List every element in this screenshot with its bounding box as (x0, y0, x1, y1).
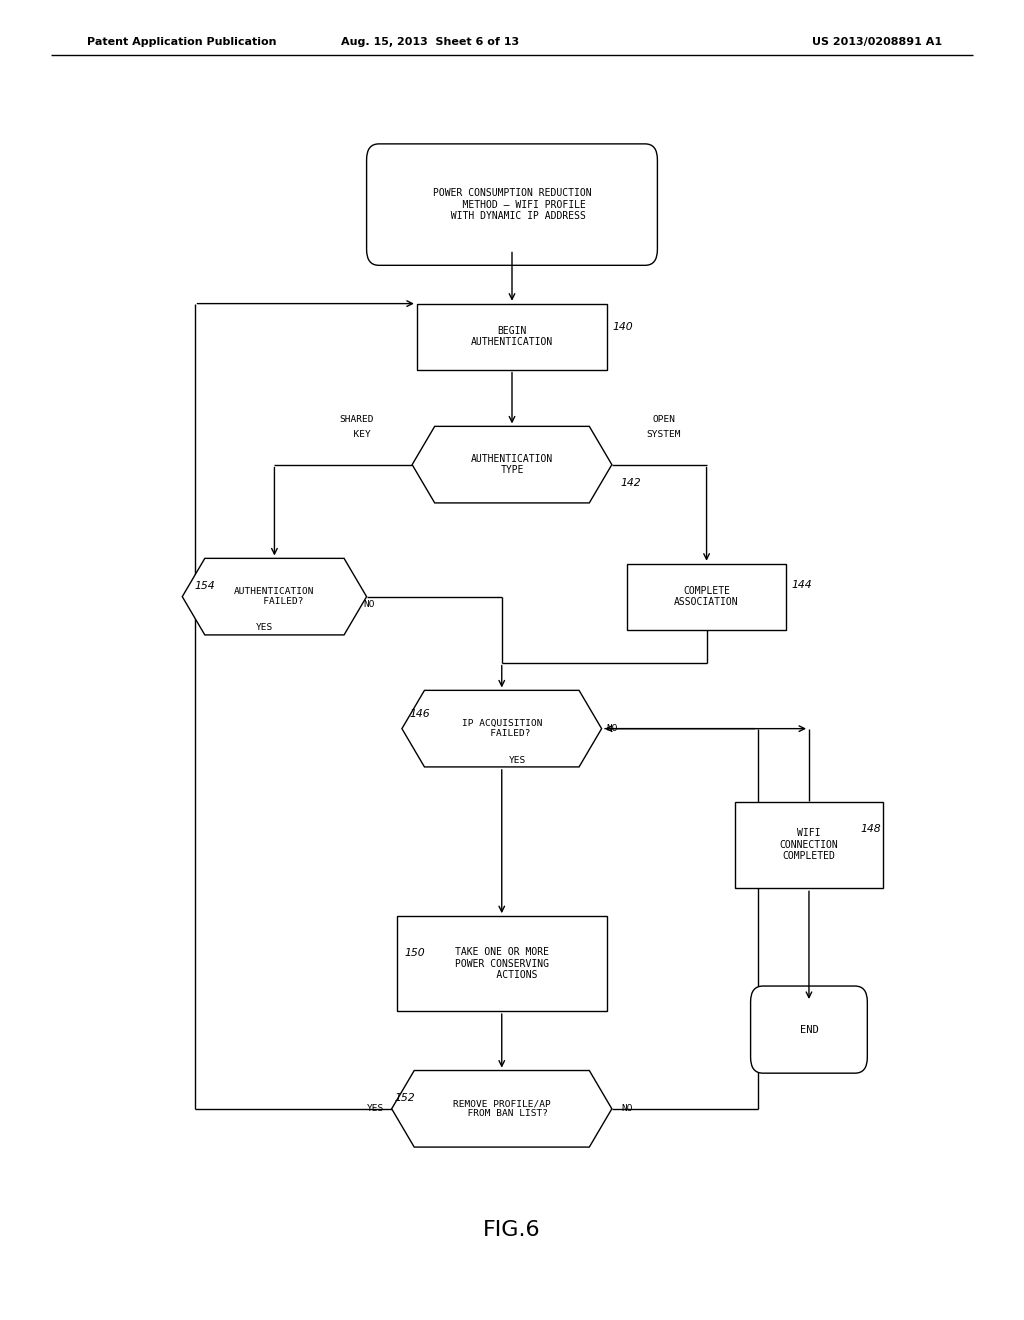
Bar (418, 304, 606, 370)
Text: AUTHENTICATION
TYPE: AUTHENTICATION TYPE (471, 454, 553, 475)
Text: WIFI
CONNECTION
COMPLETED: WIFI CONNECTION COMPLETED (779, 828, 839, 862)
Text: KEY: KEY (342, 430, 371, 438)
Text: OPEN: OPEN (652, 416, 675, 424)
Text: 152: 152 (394, 1093, 415, 1104)
Text: SYSTEM: SYSTEM (646, 430, 681, 438)
Text: SHARED: SHARED (339, 416, 374, 424)
Text: Patent Application Publication: Patent Application Publication (87, 37, 276, 48)
Polygon shape (412, 426, 612, 503)
Text: YES: YES (509, 756, 525, 764)
Text: 144: 144 (792, 579, 812, 590)
FancyBboxPatch shape (367, 144, 657, 265)
Text: Aug. 15, 2013  Sheet 6 of 13: Aug. 15, 2013 Sheet 6 of 13 (341, 37, 519, 48)
Text: NO: NO (362, 601, 375, 609)
Text: IP ACQUISITION
   FAILED?: IP ACQUISITION FAILED? (462, 719, 542, 738)
Text: NO: NO (606, 725, 618, 733)
Text: 148: 148 (860, 824, 881, 834)
Text: 154: 154 (195, 581, 215, 591)
Bar (627, 564, 786, 630)
Text: POWER CONSUMPTION REDUCTION
    METHOD – WIFI PROFILE
  WITH DYNAMIC IP ADDRESS: POWER CONSUMPTION REDUCTION METHOD – WIF… (433, 187, 591, 222)
Text: TAKE ONE OR MORE
POWER CONSERVING
     ACTIONS: TAKE ONE OR MORE POWER CONSERVING ACTION… (455, 946, 549, 981)
Text: COMPLETE
ASSOCIATION: COMPLETE ASSOCIATION (674, 586, 739, 607)
Text: FIG.6: FIG.6 (483, 1220, 541, 1241)
Bar (735, 801, 883, 887)
Text: REMOVE PROFILE/AP
  FROM BAN LIST?: REMOVE PROFILE/AP FROM BAN LIST? (453, 1100, 551, 1118)
Text: 150: 150 (404, 948, 425, 958)
FancyBboxPatch shape (751, 986, 867, 1073)
Polygon shape (401, 690, 602, 767)
Text: YES: YES (367, 1105, 384, 1113)
Text: YES: YES (256, 623, 272, 631)
Text: NO: NO (622, 1105, 633, 1113)
Polygon shape (182, 558, 367, 635)
Polygon shape (391, 1071, 612, 1147)
Text: AUTHENTICATION
   FAILED?: AUTHENTICATION FAILED? (234, 587, 314, 606)
Text: 146: 146 (410, 709, 430, 719)
Text: US 2013/0208891 A1: US 2013/0208891 A1 (812, 37, 942, 48)
Text: 140: 140 (612, 322, 633, 333)
Bar (397, 916, 606, 1011)
Text: BEGIN
AUTHENTICATION: BEGIN AUTHENTICATION (471, 326, 553, 347)
Text: 142: 142 (621, 478, 641, 488)
Text: END: END (800, 1024, 818, 1035)
